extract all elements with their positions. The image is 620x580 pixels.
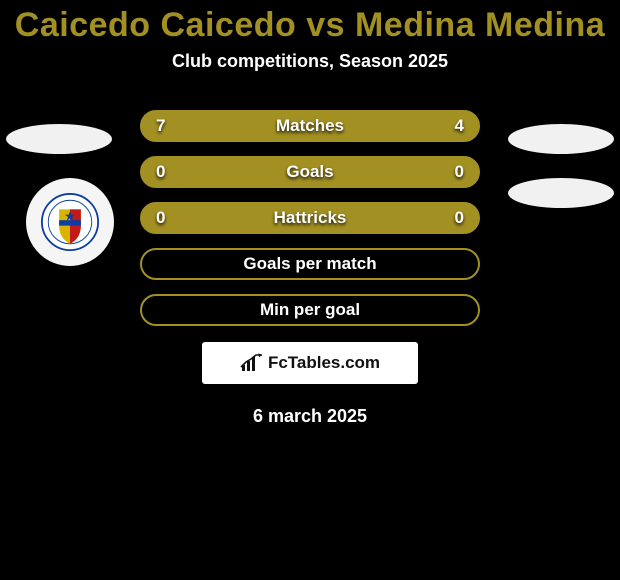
stat-bar-min-per-goal: Min per goal: [140, 294, 480, 326]
stat-right-value: 0: [455, 208, 464, 228]
page-subtitle: Club competitions, Season 2025: [0, 51, 620, 72]
stat-bar-matches: 7 Matches 4: [140, 110, 480, 142]
player-left-placeholder-1: [6, 124, 112, 154]
brand-box: FcTables.com: [202, 342, 418, 384]
stat-bar-goals-per-match: Goals per match: [140, 248, 480, 280]
stat-left-value: 0: [156, 208, 165, 228]
stat-left-value: 7: [156, 116, 165, 136]
brand-chart-icon: [240, 353, 264, 373]
stat-label: Goals: [286, 162, 333, 182]
stat-label: Goals per match: [243, 254, 376, 274]
stat-bar-hattricks: 0 Hattricks 0: [140, 202, 480, 234]
stat-right-value: 4: [455, 116, 464, 136]
stat-left-value: 0: [156, 162, 165, 182]
club-crest-icon: [41, 193, 99, 251]
stat-label: Matches: [276, 116, 344, 136]
brand-text: FcTables.com: [268, 353, 380, 373]
stat-right-value: 0: [455, 162, 464, 182]
stats-bars: 7 Matches 4 0 Goals 0 0 Hattricks 0 Goal…: [140, 110, 480, 326]
player-right-placeholder-2: [508, 178, 614, 208]
player-right-placeholder-1: [508, 124, 614, 154]
comparison-card: Caicedo Caicedo vs Medina Medina Club co…: [0, 0, 620, 580]
stat-label: Hattricks: [274, 208, 347, 228]
stat-label: Min per goal: [260, 300, 360, 320]
date-text: 6 march 2025: [0, 406, 620, 427]
page-title: Caicedo Caicedo vs Medina Medina: [0, 2, 620, 51]
stat-bar-goals: 0 Goals 0: [140, 156, 480, 188]
club-badge: [26, 178, 114, 266]
